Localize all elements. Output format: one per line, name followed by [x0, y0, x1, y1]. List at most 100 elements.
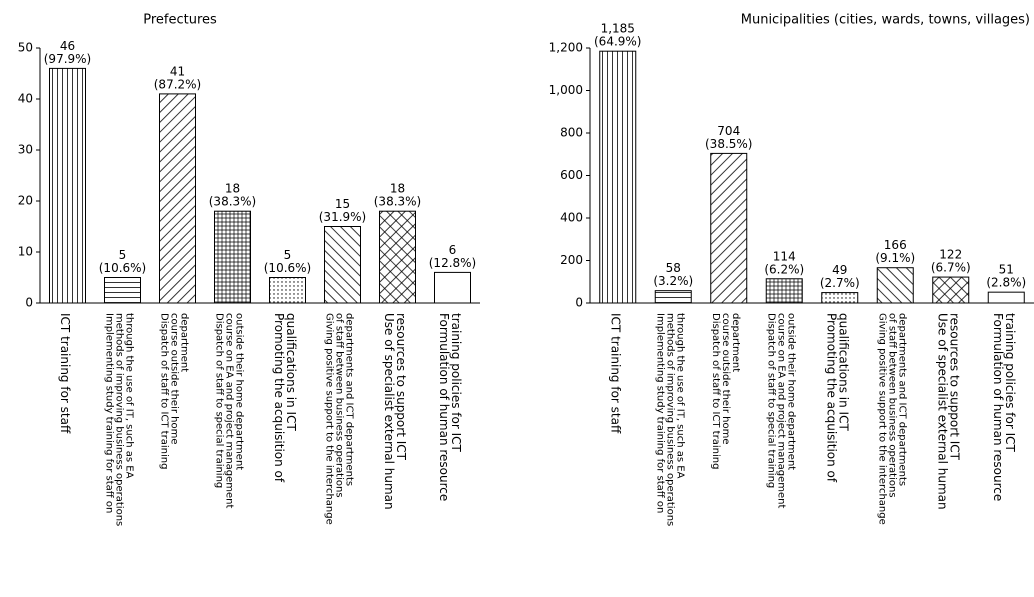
value-label: 6: [449, 243, 457, 257]
value-label: 18: [225, 182, 240, 196]
x-tick-label: methods of improving business operations: [114, 313, 125, 526]
bar: [324, 226, 361, 304]
share-label: (38.3%): [209, 195, 256, 209]
value-label: 1,185: [601, 22, 635, 36]
bar: [987, 291, 1025, 304]
x-tick-label: course outside their home: [169, 313, 180, 444]
x-tick-label: Giving positive support to the interchan…: [876, 313, 887, 525]
share-label: (97.9%): [44, 52, 91, 66]
value-label: 41: [170, 64, 185, 78]
x-tick-label: Use of specialist external human: [935, 313, 949, 510]
share-label: (64.9%): [594, 35, 641, 49]
share-label: (38.5%): [705, 137, 752, 151]
share-label: (6.7%): [931, 261, 971, 275]
y-tick-label: 200: [560, 253, 583, 267]
bar: [654, 290, 692, 304]
y-tick-label: 40: [18, 92, 33, 106]
x-tick-label: through the use of IT, such as EA: [674, 313, 685, 479]
x-tick-label: outside their home department: [785, 313, 796, 470]
bar: [599, 50, 637, 304]
x-tick-label: Dispatch of staff to ICT training: [710, 313, 721, 469]
x-tick-label: Dispatch of staff to special training: [765, 313, 776, 488]
value-label: 704: [717, 124, 740, 138]
x-tick-label: Promoting the acquisition of: [272, 313, 286, 483]
value-label: 58: [666, 261, 681, 275]
x-tick-label: departments and ICT departments: [344, 313, 355, 486]
share-label: (87.2%): [154, 77, 201, 91]
share-label: (2.8%): [986, 276, 1026, 290]
x-tick-label: departments and ICT departments: [896, 313, 907, 486]
x-tick-label: Use of specialist external human: [382, 313, 396, 510]
value-label: 18: [390, 182, 405, 196]
value-label: 122: [939, 248, 962, 262]
value-label: 46: [60, 39, 75, 53]
chart-title: Prefectures: [143, 13, 217, 28]
y-tick-label: 0: [575, 296, 583, 310]
x-tick-label: through the use of IT, such as EA: [124, 313, 135, 479]
x-tick-label: resources to support ICT: [947, 313, 961, 461]
share-label: (2.7%): [820, 276, 860, 290]
value-label: 15: [335, 197, 350, 211]
bar: [876, 267, 914, 304]
x-tick-label: department: [179, 313, 190, 372]
x-tick-label: course on EA and project management: [775, 313, 786, 509]
value-label: 114: [773, 249, 796, 263]
x-tick-label: Promoting the acquisition of: [824, 313, 838, 483]
y-tick-label: 400: [560, 211, 583, 225]
x-tick-label: Formulation of human resource: [437, 313, 451, 501]
bar: [434, 271, 471, 304]
y-tick-label: 0: [25, 296, 33, 310]
x-tick-label: Implementing study training for staff on: [104, 313, 115, 513]
x-tick-label: training policies for ICT: [449, 313, 463, 453]
x-tick-label: of staff between business operations: [334, 313, 345, 498]
bar: [379, 210, 416, 304]
x-tick-label: outside their home department: [234, 313, 245, 470]
share-label: (10.6%): [264, 261, 311, 275]
share-label: (12.8%): [429, 256, 476, 270]
bar: [269, 277, 306, 304]
chart-title: Municipalities (cities, wards, towns, vi…: [741, 13, 1030, 28]
x-tick-label: qualifications in ICT: [836, 313, 850, 431]
x-tick-label: Giving positive support to the interchan…: [324, 313, 335, 525]
value-label: 5: [119, 248, 127, 262]
share-label: (9.1%): [875, 251, 915, 265]
x-tick-label: resources to support ICT: [394, 313, 408, 461]
y-tick-label: 10: [18, 245, 33, 259]
y-tick-label: 30: [18, 143, 33, 157]
y-tick-label: 800: [560, 126, 583, 140]
share-label: (31.9%): [319, 210, 366, 224]
x-tick-label: Formulation of human resource: [991, 313, 1005, 501]
y-tick-label: 1,000: [549, 83, 583, 97]
x-tick-label: Dispatch of staff to ICT training: [159, 313, 170, 469]
share-label: (10.6%): [99, 261, 146, 275]
x-tick-label: ICT training for staff: [608, 313, 622, 434]
y-tick-label: 50: [18, 41, 33, 55]
share-label: (38.3%): [374, 195, 421, 209]
x-tick-label: course on EA and project management: [224, 313, 235, 509]
x-tick-label: department: [730, 313, 741, 372]
value-label: 5: [284, 248, 292, 262]
y-tick-label: 20: [18, 194, 33, 208]
value-label: 166: [884, 238, 907, 252]
bar: [214, 210, 251, 304]
value-label: 49: [832, 263, 847, 277]
bar: [932, 276, 970, 304]
y-tick-label: 1,200: [549, 41, 583, 55]
x-tick-label: of staff between business operations: [886, 313, 897, 498]
bar: [821, 292, 859, 304]
bar: [765, 278, 803, 304]
bar: [104, 277, 141, 304]
value-label: 51: [999, 263, 1014, 277]
x-tick-label: course outside their home: [720, 313, 731, 444]
x-tick-label: Dispatch of staff to special training: [214, 313, 225, 488]
x-tick-label: Implementing study training for staff on: [654, 313, 665, 513]
x-tick-label: qualifications in ICT: [284, 313, 298, 431]
x-tick-label: methods of improving business operations: [664, 313, 675, 526]
x-tick-label: training policies for ICT: [1003, 313, 1017, 453]
y-tick-label: 600: [560, 168, 583, 182]
share-label: (6.2%): [764, 262, 804, 276]
bar: [159, 93, 196, 304]
bar: [710, 152, 748, 304]
bar: [49, 67, 86, 304]
